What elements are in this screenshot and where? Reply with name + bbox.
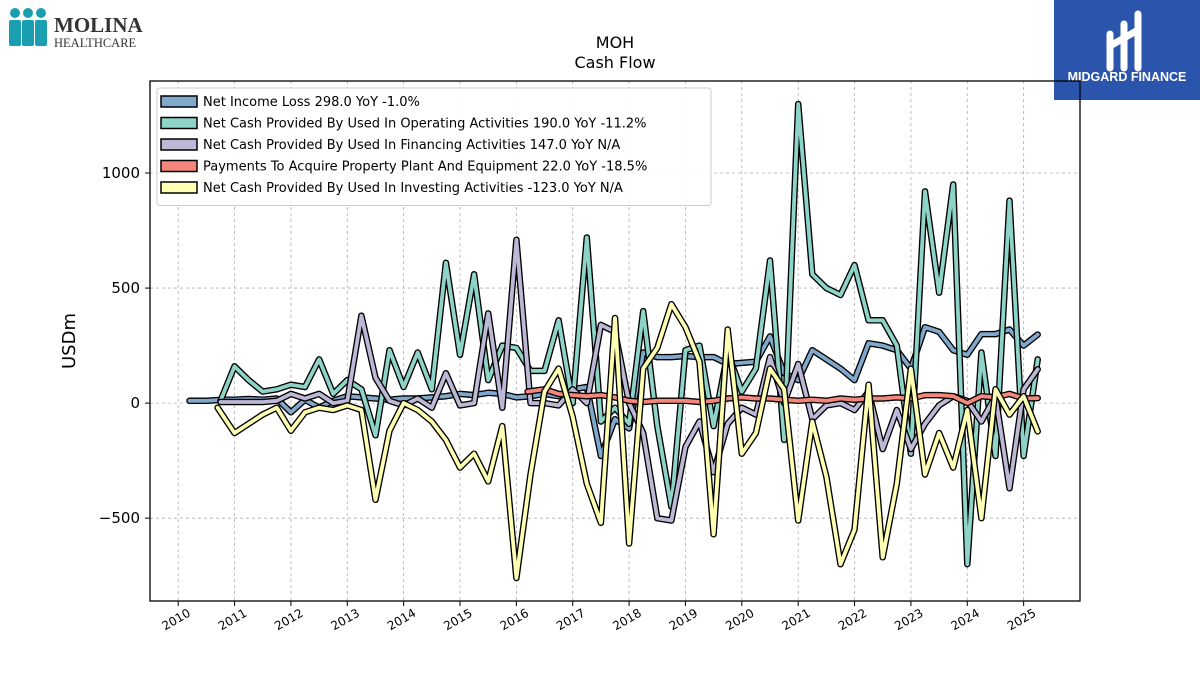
left-logo-line2: HEALTHCARE bbox=[54, 36, 137, 50]
x-tick-label: 2015 bbox=[441, 606, 474, 633]
legend-label-0: Net Income Loss 298.0 YoY -1.0% bbox=[203, 95, 420, 110]
legend-label-4: Net Cash Provided By Used In Investing A… bbox=[203, 181, 623, 196]
legend-label-1: Net Cash Provided By Used In Operating A… bbox=[203, 117, 646, 132]
legend-box bbox=[156, 87, 712, 206]
series-lines bbox=[186, 100, 1041, 582]
legend-swatch-1 bbox=[160, 116, 198, 130]
left-logo-line1: MOLINA bbox=[54, 13, 144, 37]
x-tick-label: 2012 bbox=[272, 606, 305, 633]
x-tick-label: 2019 bbox=[667, 606, 700, 633]
x-tick-label: 2018 bbox=[610, 606, 643, 633]
right-logo-text: MIDGARD FINANCE bbox=[1068, 70, 1187, 84]
legend: Net Income Loss 298.0 YoY -1.0% Net Cash … bbox=[156, 87, 712, 206]
x-tick-label: 2025 bbox=[1005, 606, 1038, 633]
legend-swatch-2 bbox=[160, 138, 198, 151]
y-tick-label: −500 bbox=[99, 509, 140, 527]
x-tick-label: 2014 bbox=[385, 606, 418, 633]
y-tick-label: 500 bbox=[111, 279, 140, 297]
chart-subtitle: Cash Flow bbox=[574, 53, 655, 72]
y-axis-label: USDm bbox=[59, 313, 80, 369]
x-tick-label: 2017 bbox=[554, 606, 587, 633]
legend-swatch-4 bbox=[160, 181, 198, 194]
series-line-1 bbox=[218, 102, 1040, 567]
y-tick-label: 0 bbox=[130, 394, 140, 412]
x-tick-label: 2024 bbox=[949, 606, 982, 633]
x-tick-label: 2023 bbox=[892, 606, 925, 633]
x-axis-ticks: 2010 2011 2012 2013 2014 2015 2016 2017 2018 2019… bbox=[159, 601, 1038, 633]
y-axis-ticks: −500 0 500 1000 bbox=[99, 164, 150, 527]
series-line-4 bbox=[215, 302, 1040, 580]
y-tick-label: 1000 bbox=[102, 164, 140, 182]
x-tick-label: 2010 bbox=[159, 606, 192, 633]
chart-title: MOH bbox=[596, 33, 634, 52]
legend-label-3: Payments To Acquire Property Plant And E… bbox=[203, 160, 647, 175]
x-tick-label: 2016 bbox=[498, 606, 531, 633]
midgard-m-icon bbox=[1106, 10, 1142, 72]
legend-label-2: Net Cash Provided By Used In Financing A… bbox=[203, 138, 620, 153]
x-tick-label: 2020 bbox=[723, 606, 756, 633]
x-tick-label: 2022 bbox=[836, 606, 869, 633]
midgard-finance-logo: MIDGARD FINANCE bbox=[1054, 0, 1200, 100]
x-tick-label: 2021 bbox=[779, 606, 812, 633]
x-tick-label: 2011 bbox=[216, 606, 249, 633]
legend-swatch-0 bbox=[160, 95, 198, 108]
molina-people-icon bbox=[9, 8, 47, 46]
legend-swatch-3 bbox=[160, 159, 198, 173]
x-tick-label: 2013 bbox=[329, 606, 362, 633]
plot-frame bbox=[149, 80, 1081, 602]
molina-healthcare-logo: MOLINA HEALTHCARE bbox=[9, 8, 144, 50]
